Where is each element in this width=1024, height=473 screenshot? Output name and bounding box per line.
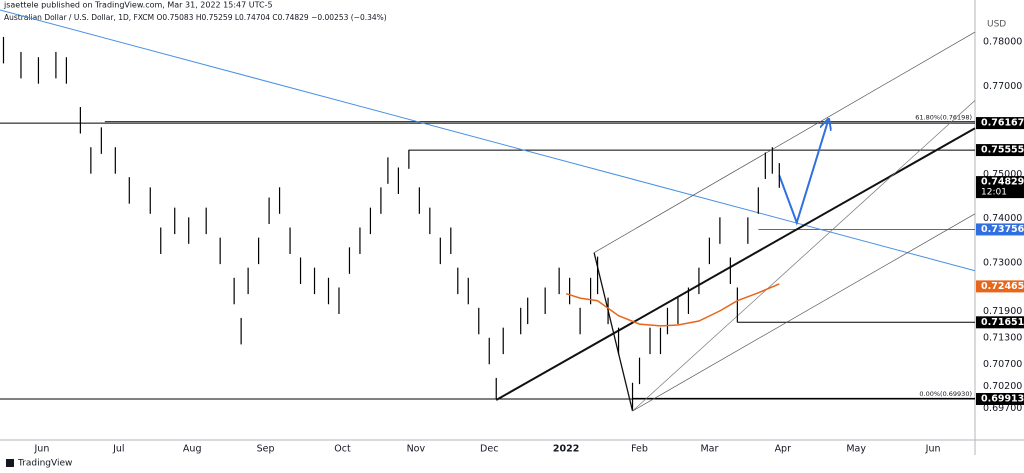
price-tag bbox=[976, 223, 1024, 236]
y-tick-label: 0.69700 bbox=[983, 403, 1022, 414]
fib-label: 0.00%(0.69930) bbox=[919, 390, 972, 398]
price-tag-label: 0.73756 bbox=[981, 224, 1024, 235]
currency: USD bbox=[987, 20, 1006, 30]
y-tick-label: 0.70200 bbox=[983, 381, 1022, 392]
x-tick-label: May bbox=[846, 444, 866, 455]
price-tag bbox=[976, 280, 1024, 293]
footer-logo bbox=[6, 459, 14, 467]
trendline bbox=[495, 127, 976, 401]
y-tick-label: 0.75000 bbox=[983, 169, 1022, 180]
x-tick-label: Nov bbox=[407, 444, 426, 455]
x-tick-label: Sep bbox=[257, 444, 275, 455]
price-tag-label: 0.72465 bbox=[981, 281, 1024, 292]
y-tick-label: 0.78000 bbox=[983, 37, 1022, 48]
trendline bbox=[0, 9, 976, 272]
publisher: jsaettele published on TradingView.com, … bbox=[3, 1, 273, 10]
trendline bbox=[593, 31, 976, 253]
projection-arrow bbox=[778, 120, 828, 226]
price-tag bbox=[976, 117, 1024, 130]
x-tick-label: Aug bbox=[183, 444, 202, 455]
price-tag-label: 0.75555 bbox=[981, 145, 1024, 156]
symbol-legend: Australian Dollar / U.S. Dollar, 1D, FXC… bbox=[4, 13, 387, 22]
trendline bbox=[632, 100, 976, 412]
price-tag-label: 0.76167 bbox=[981, 118, 1024, 129]
trendline bbox=[632, 213, 976, 412]
footer: TradingView bbox=[17, 459, 72, 469]
y-tick-label: 0.73000 bbox=[983, 257, 1022, 268]
x-tick-label: Jul bbox=[112, 444, 124, 455]
x-tick-label: Mar bbox=[700, 444, 718, 455]
x-tick-label: Oct bbox=[334, 444, 351, 455]
y-tick-label: 0.71900 bbox=[983, 306, 1022, 317]
y-tick-label: 0.70700 bbox=[983, 359, 1022, 370]
trendline bbox=[593, 252, 634, 412]
fib-label: 61.80%(0.76198) bbox=[915, 114, 972, 122]
x-tick-label: Jun bbox=[34, 444, 50, 455]
y-tick-label: 0.71300 bbox=[983, 332, 1022, 343]
price-tag-label: 0.74829 bbox=[981, 177, 1024, 188]
x-tick-label: Apr bbox=[775, 444, 792, 455]
x-tick-label: Dec bbox=[480, 444, 498, 455]
x-tick-label: Jun bbox=[925, 444, 941, 455]
y-tick-label: 0.77000 bbox=[983, 81, 1022, 92]
y-tick-label: 0.74000 bbox=[983, 213, 1022, 224]
moving-average bbox=[565, 283, 780, 327]
price-tag bbox=[976, 144, 1024, 157]
price-tag bbox=[976, 392, 1024, 405]
price-tag bbox=[976, 316, 1024, 329]
price-tag-label: 0.69913 bbox=[981, 393, 1024, 404]
price-tag-label: 0.71651 bbox=[981, 317, 1024, 328]
x-tick-label: 2022 bbox=[553, 444, 579, 455]
price-tag bbox=[976, 176, 1024, 199]
x-tick-label: Feb bbox=[631, 444, 648, 455]
price-tag-time: 12:01 bbox=[981, 188, 1007, 198]
